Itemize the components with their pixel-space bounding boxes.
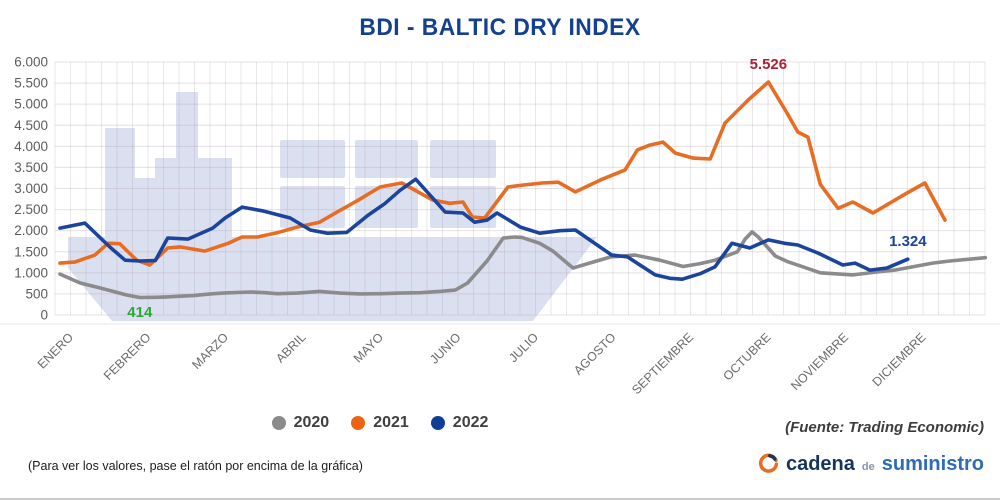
svg-text:1.500: 1.500 <box>14 244 48 259</box>
legend-label-2021: 2021 <box>373 414 409 431</box>
logo-circular-arrows-icon <box>758 453 779 473</box>
svg-text:2.000: 2.000 <box>14 223 48 238</box>
legend-dot-2020 <box>271 416 286 430</box>
svg-text:SEPTIEMBRE: SEPTIEMBRE <box>629 330 696 397</box>
logo-text-suministro: suministro <box>881 453 984 475</box>
svg-text:3.000: 3.000 <box>14 181 48 196</box>
hover-hint-note: (Para ver los valores, pase el ratón por… <box>28 459 363 473</box>
cadena-de-suministro-logo[interactable]: cadena de suministro <box>758 453 984 474</box>
svg-text:1.000: 1.000 <box>14 265 48 280</box>
page-title: BDI - BALTIC DRY INDEX <box>0 14 1000 42</box>
svg-text:0: 0 <box>40 308 48 323</box>
svg-text:4.500: 4.500 <box>14 118 48 133</box>
svg-text:DICIEMBRE: DICIEMBRE <box>870 330 929 389</box>
source-note: (Fuente: Trading Economic) <box>785 419 984 436</box>
annotation-last-2022: 1.324 <box>889 233 927 251</box>
svg-text:2.500: 2.500 <box>14 202 48 217</box>
svg-text:NOVIEMBRE: NOVIEMBRE <box>788 330 851 393</box>
ship-watermark <box>68 92 597 321</box>
svg-text:FEBRERO: FEBRERO <box>101 330 154 383</box>
bdi-line-chart[interactable]: 6.000 5.500 5.000 4.500 4.000 3.500 3.000 2.500… <box>0 0 1000 408</box>
svg-text:ABRIL: ABRIL <box>273 330 308 365</box>
svg-text:MAYO: MAYO <box>351 330 386 365</box>
legend-dot-2022 <box>430 416 445 430</box>
chart-title: BDI - BALTIC DRY INDEX <box>359 14 641 41</box>
legend-item-2020[interactable]: 2020 <box>271 414 330 432</box>
logo-text-cadena: cadena <box>785 453 855 475</box>
legend-label-2020: 2020 <box>293 414 330 431</box>
svg-text:JULIO: JULIO <box>506 330 541 365</box>
annotation-peak-2021: 5.526 <box>749 55 788 73</box>
svg-text:6.000: 6.000 <box>14 55 48 70</box>
svg-text:OCTUBRE: OCTUBRE <box>720 330 773 383</box>
svg-text:5.500: 5.500 <box>14 76 48 91</box>
svg-text:ENERO: ENERO <box>35 330 77 372</box>
svg-text:MARZO: MARZO <box>189 330 231 372</box>
svg-text:AGOSTO: AGOSTO <box>571 330 619 378</box>
svg-text:4.000: 4.000 <box>14 139 48 154</box>
legend-item-2021[interactable]: 2021 <box>351 414 409 432</box>
chart-legend: 2020 2021 2022 <box>0 414 760 432</box>
legend-item-2022[interactable]: 2022 <box>430 414 489 432</box>
logo-text-de: de <box>861 461 875 473</box>
svg-text:3.500: 3.500 <box>14 160 48 175</box>
legend-dot-2021 <box>351 416 366 430</box>
annotation-min-2020: 414 <box>127 303 153 321</box>
legend-label-2022: 2022 <box>452 414 489 431</box>
svg-text:JUNIO: JUNIO <box>427 330 464 367</box>
svg-text:500: 500 <box>25 286 48 301</box>
svg-text:5.000: 5.000 <box>14 97 48 112</box>
